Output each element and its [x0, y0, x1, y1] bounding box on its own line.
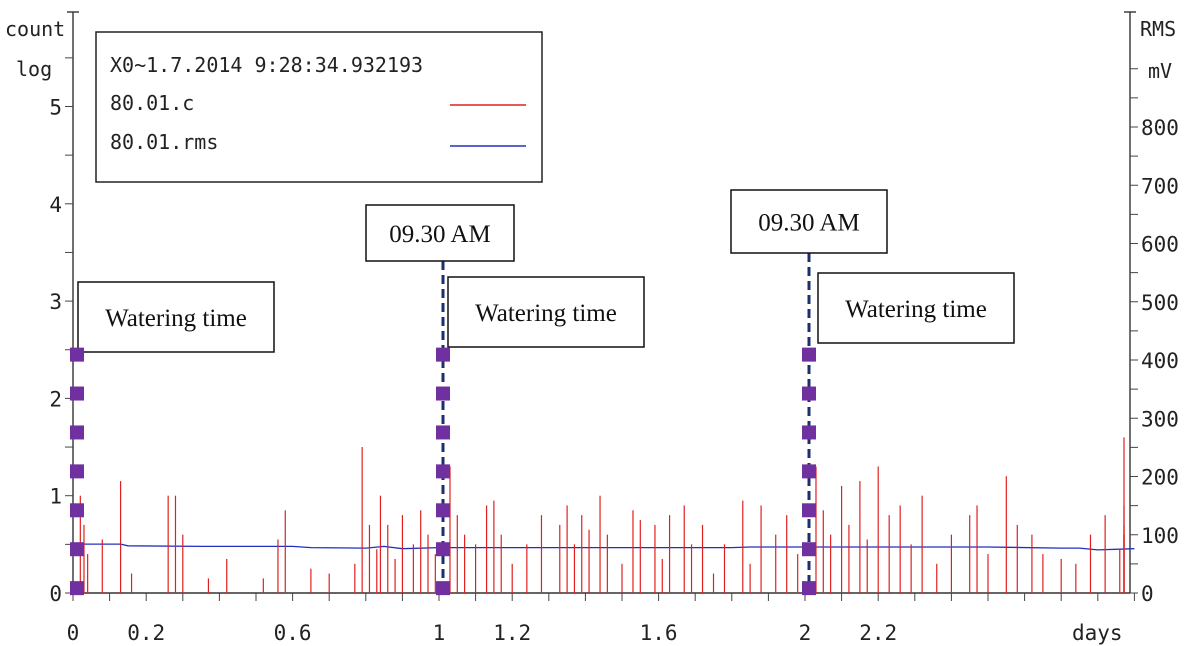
- x-tick-label: 1: [433, 621, 446, 645]
- watering-marker: [802, 542, 816, 557]
- watering-time-label: Watering time: [475, 300, 617, 327]
- watering-marker: [436, 503, 450, 518]
- x-tick-label: 0.2: [127, 621, 165, 645]
- annotation-layer: Watering time 09.30 AM Watering time 09.30 …: [70, 189, 1015, 596]
- y-left-tick-label: 1: [49, 485, 62, 509]
- y-left-tick-label: 5: [49, 96, 62, 120]
- watering-marker: [436, 386, 450, 401]
- watering-marker: [70, 542, 84, 557]
- y-right-label-mv: mV: [1148, 59, 1172, 83]
- watering-marker: [436, 347, 450, 362]
- watering-marker: [70, 347, 84, 362]
- y-right-tick-label: 200: [1141, 466, 1179, 490]
- y-right-tick-label: 300: [1141, 407, 1179, 431]
- time-label-box: [365, 204, 515, 262]
- axes-layer: 0 0.2 0.6 1 1.2 1.6 2 2.2 0 1 2 3 4 5 0 100 200 300 400 500…: [49, 11, 1179, 645]
- time-label: 09.30 AM: [389, 221, 490, 248]
- watering-marker: [70, 581, 84, 596]
- y-left-tick-label: 4: [49, 193, 62, 217]
- watering-marker: [802, 581, 816, 596]
- y-left-tick-label: 0: [49, 582, 62, 606]
- y-left-label-log: log: [16, 57, 52, 81]
- x-tick-label: 2.2: [859, 621, 897, 645]
- legend: X0~1.7.2014 9:28:34.932193 80.01.c 80.01…: [95, 31, 543, 183]
- legend-entry-count: 80.01.c: [110, 91, 194, 115]
- x-tick-label: 0.6: [274, 621, 312, 645]
- watering-marker: [70, 425, 84, 440]
- x-tick-label: 1.6: [640, 621, 678, 645]
- y-right-label-rms: RMS: [1140, 17, 1176, 41]
- watering-time-label: Watering time: [105, 305, 247, 332]
- watering-marker: [802, 425, 816, 440]
- watering-time-box: [447, 276, 645, 348]
- watering-time-box: [817, 272, 1015, 344]
- y-right-tick-label: 0: [1141, 582, 1154, 606]
- watering-marker: [70, 464, 84, 479]
- x-axis-label: days: [1072, 621, 1123, 645]
- watering-marker: [436, 464, 450, 479]
- watering-marker: [436, 542, 450, 557]
- y-right-tick-label: 600: [1141, 233, 1179, 257]
- y-left-label-count: count: [5, 17, 65, 41]
- y-right-tick-label: 700: [1141, 174, 1179, 198]
- y-right-tick-label: 400: [1141, 349, 1179, 373]
- watering-marker: [802, 347, 816, 362]
- watering-marker: [802, 464, 816, 479]
- rms-series-line: [73, 543, 1135, 551]
- watering-marker: [802, 503, 816, 518]
- watering-time-box: [77, 281, 275, 353]
- y-left-tick-label: 2: [49, 387, 62, 411]
- time-label-box: [730, 189, 888, 254]
- watering-marker: [70, 503, 84, 518]
- watering-marker: [802, 386, 816, 401]
- legend-entry-rms: 80.01.rms: [110, 130, 218, 154]
- legend-box: [95, 31, 543, 183]
- watering-time-label: Watering time: [845, 296, 987, 323]
- watering-marker: [436, 425, 450, 440]
- y-left-tick-label: 3: [49, 290, 62, 314]
- x-tick-label: 0: [67, 621, 80, 645]
- y-right-tick-label: 800: [1141, 116, 1179, 140]
- y-right-tick-label: 100: [1141, 524, 1179, 548]
- x-tick-label: 2: [799, 621, 812, 645]
- count-series-layer: [79, 437, 1125, 593]
- legend-header: X0~1.7.2014 9:28:34.932193: [110, 53, 423, 77]
- time-label: 09.30 AM: [758, 210, 859, 237]
- watering-marker: [70, 386, 84, 401]
- watering-marker: [436, 581, 450, 596]
- x-tick-label: 1.2: [493, 621, 531, 645]
- y-right-tick-label: 500: [1141, 291, 1179, 315]
- rms-series-layer: [73, 543, 1135, 551]
